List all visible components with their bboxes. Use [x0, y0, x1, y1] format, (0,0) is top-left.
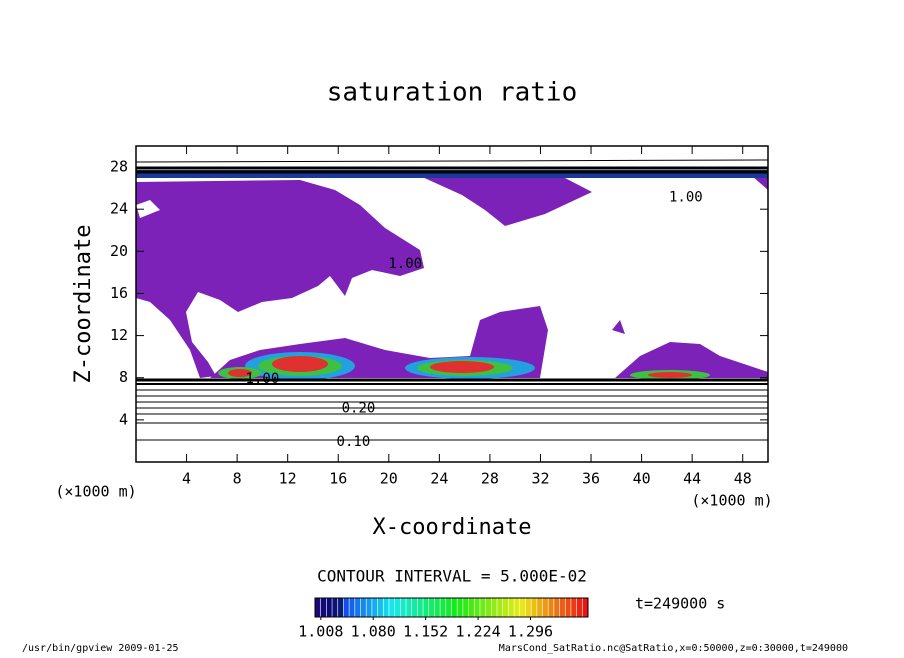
colorbar-cell: [462, 598, 470, 617]
colorbar-cell: [570, 598, 578, 617]
y-tick-label: 16: [110, 284, 128, 302]
colorbar-cell: [514, 598, 521, 617]
colorbar-tick-label: 1.224: [455, 623, 500, 641]
x-tick-label: 40: [633, 470, 651, 488]
x-tick-label: 20: [380, 470, 398, 488]
contour-label: 0.20: [342, 400, 376, 416]
colorbar-cell: [423, 598, 430, 617]
colorbar-cell: [525, 598, 532, 617]
colorbar-cell: [332, 598, 339, 617]
y-tick-label: 8: [119, 368, 128, 386]
y-axis-label: Z-coordinate: [71, 225, 96, 384]
x-tick-label: 36: [582, 470, 600, 488]
colorbar-cell: [485, 598, 492, 617]
colorbar-cell: [508, 598, 515, 617]
colorbar-cell: [445, 598, 452, 617]
y-tick-label: 28: [110, 158, 128, 176]
colorbar-cell: [559, 598, 566, 617]
colorbar-cell: [502, 598, 509, 617]
chart-title: saturation ratio: [327, 78, 577, 108]
colorbar-cell: [343, 598, 350, 617]
colorbar-cell: [371, 598, 379, 617]
colorbar-cell: [394, 598, 401, 617]
colorbar-cell: [491, 598, 498, 617]
colorbar-cell: [320, 598, 327, 617]
colorbar-cell: [315, 598, 322, 617]
colorbar-cell: [531, 598, 538, 617]
colorbar-cell: [434, 598, 441, 617]
footer-right: MarsCond_SatRatio.nc@SatRatio,x=0:50000,…: [499, 643, 848, 654]
colorbar-cell: [388, 598, 396, 617]
contour-label: 0.10: [337, 434, 371, 450]
colorbar-cell: [417, 598, 424, 617]
plot-frame: [135, 145, 769, 463]
colorbar-cell: [383, 598, 390, 617]
colorbar-cell: [565, 598, 572, 617]
colorbar-cell: [553, 598, 561, 617]
y-tick-label: 12: [110, 326, 128, 344]
contour-fill: [136, 170, 768, 380]
colorbar-cell: [536, 598, 543, 617]
colorbar-cell: [576, 598, 583, 617]
contour-interval: CONTOUR INTERVAL = 5.000E-02: [317, 567, 587, 586]
colorbar-cell: [349, 598, 356, 617]
colorbar-cell: [366, 598, 373, 617]
colorbar-cell: [582, 598, 589, 617]
x-axis-label: X-coordinate: [373, 515, 532, 540]
x-tick-label: 44: [683, 470, 701, 488]
colorbar-tick-label: 1.152: [403, 623, 448, 641]
colorbar-cell: [468, 598, 475, 617]
y-unit: (×1000 m): [55, 483, 136, 501]
colorbar-cell: [497, 598, 504, 617]
colorbar-cell: [337, 598, 344, 617]
colorbar-cell: [451, 598, 458, 617]
colorbar-cell: [457, 598, 464, 617]
colorbar-cell: [360, 598, 367, 617]
colorbar-cell: [326, 598, 333, 617]
x-tick-label: 16: [329, 470, 347, 488]
colorbar-cell: [400, 598, 407, 617]
colorbar-cell: [548, 598, 555, 617]
x-unit: (×1000 m): [691, 492, 772, 510]
contour-lines: [135, 159, 769, 441]
x-tick-label: 12: [279, 470, 297, 488]
colorbar-cell: [542, 598, 549, 617]
colorbar-tick-label: 1.008: [298, 623, 343, 641]
colorbar-tick-label: 1.296: [508, 623, 553, 641]
y-tick-label: 20: [110, 242, 128, 260]
y-tick-label: 4: [119, 410, 128, 428]
x-tick-label: 24: [430, 470, 448, 488]
colorbar-cell: [406, 598, 413, 617]
colorbar-cell: [474, 598, 481, 617]
colorbar-cell: [354, 598, 361, 617]
x-tick-label: 48: [734, 470, 752, 488]
contour-label: 1.00: [246, 371, 280, 387]
colorbar-cell: [440, 598, 447, 617]
contour-label: 1.00: [669, 190, 703, 206]
colorbar-frame: [314, 597, 589, 618]
time-label: t=249000 s: [635, 595, 725, 613]
x-tick-label: 28: [481, 470, 499, 488]
colorbar-cell: [428, 598, 435, 617]
colorbar-cell: [411, 598, 418, 617]
colorbar-cell: [519, 598, 526, 617]
y-tick-label: 24: [110, 200, 128, 218]
x-tick-label: 4: [182, 470, 191, 488]
footer-left: /usr/bin/gpview 2009-01-25: [22, 643, 179, 654]
x-tick-label: 8: [233, 470, 242, 488]
colorbar-cell: [479, 598, 487, 617]
x-tick-label: 32: [531, 470, 549, 488]
contour-label: 1.00: [388, 256, 422, 272]
colorbar-tick-label: 1.080: [351, 623, 396, 641]
colorbar-cell: [377, 598, 384, 617]
